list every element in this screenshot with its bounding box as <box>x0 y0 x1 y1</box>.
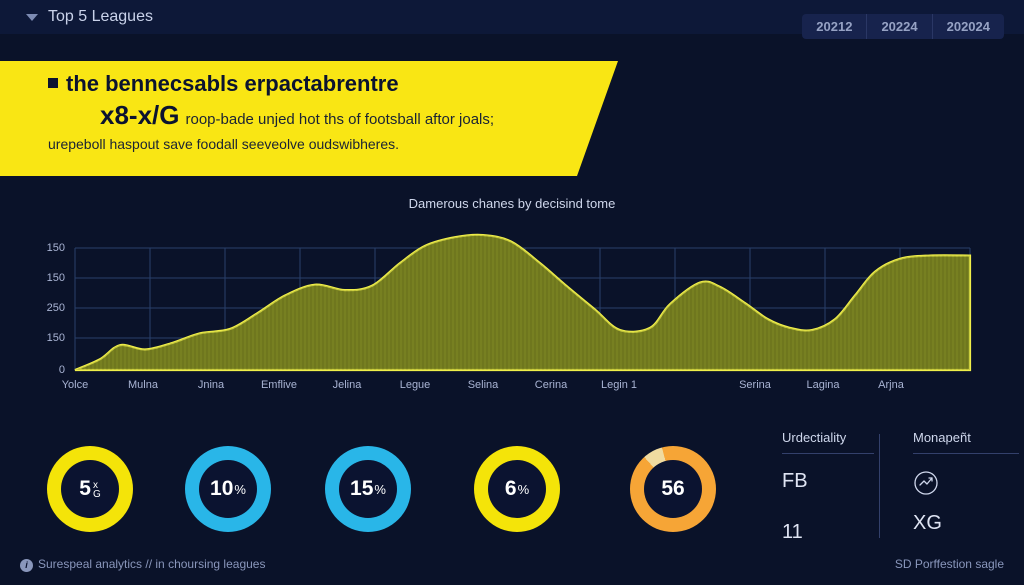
svg-text:Jelina: Jelina <box>333 379 363 391</box>
svg-text:Mulna: Mulna <box>128 379 159 391</box>
svg-text:150: 150 <box>47 272 65 284</box>
svg-text:150: 150 <box>47 332 65 344</box>
svg-text:Serina: Serina <box>739 379 772 391</box>
svg-text:150: 150 <box>47 242 65 254</box>
svg-text:Legue: Legue <box>400 379 431 391</box>
svg-text:Cerina: Cerina <box>535 379 568 391</box>
svg-text:Legin 1: Legin 1 <box>601 379 637 391</box>
svg-text:Yolce: Yolce <box>62 379 89 391</box>
svg-text:Emflive: Emflive <box>261 379 297 391</box>
svg-text:Jnina: Jnina <box>198 379 225 391</box>
svg-text:Lagina: Lagina <box>806 379 840 391</box>
svg-text:Arjna: Arjna <box>878 379 905 391</box>
svg-text:0: 0 <box>59 364 65 376</box>
svg-text:250: 250 <box>47 302 65 314</box>
svg-text:Selina: Selina <box>468 379 499 391</box>
